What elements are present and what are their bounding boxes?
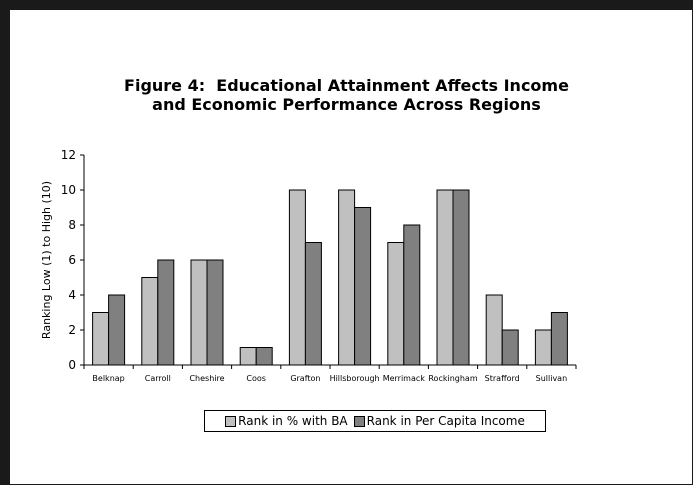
legend: Rank in % with BA Rank in Per Capita Inc… xyxy=(204,410,546,432)
legend-item-income: Rank in Per Capita Income xyxy=(353,414,525,428)
bar-ba-rockingham xyxy=(436,189,454,366)
x-tick-label: Cheshire xyxy=(189,374,224,383)
y-tick-label: 10 xyxy=(61,183,76,197)
bar-income-strafford xyxy=(501,329,519,366)
bar-income-coos xyxy=(255,347,273,366)
x-tick-label: Strafford xyxy=(485,374,520,383)
bar-income-hillsborough xyxy=(354,207,372,366)
x-tick-label: Belknap xyxy=(92,374,124,383)
bar-ba-merrimack xyxy=(387,242,405,366)
bar-ba-hillsborough xyxy=(338,189,356,366)
legend-swatch-ba xyxy=(225,415,237,427)
y-tick-label: 4 xyxy=(68,288,76,302)
legend-label-income: Rank in Per Capita Income xyxy=(366,414,525,428)
legend-label-ba: Rank in % with BA xyxy=(238,414,348,428)
bar-income-grafton xyxy=(304,242,322,366)
y-tick-label: 8 xyxy=(68,218,76,232)
chart-title-line1: Figure 4: Educational Attainment Affects… xyxy=(124,76,569,95)
bar-income-rockingham xyxy=(452,189,470,366)
y-tick-label: 6 xyxy=(68,253,76,267)
y-tick-label: 12 xyxy=(61,148,76,162)
y-axis-label: Ranking Low (1) to High (10) xyxy=(40,181,53,339)
bar-income-merrimack xyxy=(403,224,421,366)
x-tick-label: Rockingham xyxy=(428,374,477,383)
bar-income-cheshire xyxy=(206,259,224,366)
legend-item-ba: Rank in % with BA xyxy=(225,414,348,428)
y-tick-label: 0 xyxy=(68,358,76,372)
x-tick-label: Sullivan xyxy=(536,374,568,383)
x-tick-label: Grafton xyxy=(290,374,320,383)
chart-title: Figure 4: Educational Attainment Affects… xyxy=(0,76,693,114)
bar-income-sullivan xyxy=(550,312,568,366)
y-tick-label: 2 xyxy=(68,323,76,337)
chart-title-line2: and Economic Performance Across Regions xyxy=(152,95,541,114)
x-tick-label: Merrimack xyxy=(383,374,426,383)
bar-ba-coos xyxy=(239,347,257,366)
x-tick-label: Carroll xyxy=(145,374,171,383)
bar-ba-cheshire xyxy=(190,259,208,366)
bar-income-belknap xyxy=(108,294,126,366)
bar-ba-belknap xyxy=(92,312,110,366)
legend-swatch-income xyxy=(353,415,365,427)
bar-ba-carroll xyxy=(141,277,159,366)
x-tick-label: Hillsborough xyxy=(330,374,380,383)
bar-income-carroll xyxy=(157,259,175,366)
bar-ba-strafford xyxy=(485,294,503,366)
bar-ba-sullivan xyxy=(534,329,552,366)
x-tick-label: Coos xyxy=(246,374,266,383)
bar-ba-grafton xyxy=(288,189,306,366)
